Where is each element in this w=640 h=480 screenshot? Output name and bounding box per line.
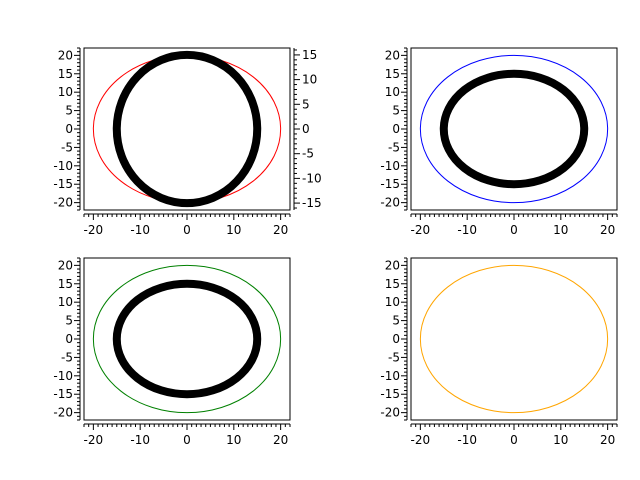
y-tick-label: 10	[58, 85, 73, 99]
y-tick-label: -5	[61, 140, 73, 154]
x-tick-label: 20	[600, 223, 615, 237]
x-axis: -20 -10 0 10 20	[83, 213, 291, 237]
y2-tick-label: 5	[302, 97, 310, 111]
series-ellipse-2	[112, 50, 262, 208]
y2-tick-label: 0	[302, 122, 310, 136]
x-axis: -20 -10 0 10 20	[410, 423, 618, 447]
subplot-1: -20 -10 0 10 20 20 15 10 5 0 -5 -10 -15 -20 15 10 5 0 -5 -1…	[53, 47, 322, 237]
series-ellipse-1	[419, 54, 609, 204]
axes-frame	[83, 47, 291, 211]
y2-tick-label: 15	[302, 48, 317, 62]
y-tick-label: 15	[58, 277, 73, 291]
axes-frame	[83, 257, 291, 421]
y2-tick-label: -15	[302, 196, 322, 210]
y-tick-label: -15	[53, 177, 73, 191]
x-tick-label: 20	[273, 433, 288, 447]
x-tick-label: -20	[84, 433, 104, 447]
y-tick-label: 20	[58, 258, 73, 272]
x-tick-label: 10	[553, 223, 568, 237]
y-tick-label: 15	[385, 67, 400, 81]
axes-frame	[410, 257, 618, 421]
y-tick-label: 5	[65, 104, 73, 118]
series-ellipse-1	[419, 264, 609, 414]
y-tick-label: 15	[385, 277, 400, 291]
axes-frame	[410, 47, 618, 211]
y-tick-label: 0	[392, 122, 400, 136]
y-tick-label: 0	[392, 332, 400, 346]
x-tick-label: -10	[130, 433, 150, 447]
x-tick-label: 0	[510, 433, 518, 447]
y-tick-label: 10	[385, 295, 400, 309]
y2-axis: 15 10 5 0 -5 -10 -15	[293, 48, 322, 210]
y2-tick-label: -10	[302, 171, 322, 185]
x-tick-label: 10	[226, 223, 241, 237]
x-tick-label: -10	[457, 433, 477, 447]
x-tick-label: -20	[84, 223, 104, 237]
y-axis: 20 15 10 5 0 -5 -10 -15 -20	[53, 47, 81, 211]
x-tick-label: 20	[273, 223, 288, 237]
y-tick-label: 10	[385, 85, 400, 99]
series-ellipse-1	[92, 54, 282, 204]
x-tick-label: 0	[510, 223, 518, 237]
y-tick-label: 15	[58, 67, 73, 81]
x-tick-label: 10	[553, 433, 568, 447]
y-axis: 20 15 10 5 0 -5 -10 -15 -20	[53, 257, 81, 421]
y-tick-label: 0	[65, 122, 73, 136]
subplot-2: -20 -10 0 10 20 20 15 10 5 0 -5 -10 -15 -20	[380, 47, 618, 237]
y-tick-label: -10	[380, 159, 400, 173]
y-tick-label: 5	[392, 314, 400, 328]
y2-tick-label: -5	[302, 147, 314, 161]
y-tick-label: -15	[53, 387, 73, 401]
y-tick-label: -10	[53, 159, 73, 173]
y-tick-label: -10	[53, 369, 73, 383]
y-tick-label: -5	[388, 350, 400, 364]
y-tick-label: 5	[392, 104, 400, 118]
subplot-4: -20 -10 0 10 20 20 15 10 5 0 -5 -10 -15 -20	[380, 257, 618, 447]
y-tick-label: -5	[61, 350, 73, 364]
series-ellipse-2	[112, 279, 262, 399]
y-tick-label: 10	[58, 295, 73, 309]
x-tick-label: 0	[183, 433, 191, 447]
y-tick-label: -10	[380, 369, 400, 383]
y-tick-label: -15	[380, 387, 400, 401]
subplot-3: -20 -10 0 10 20 20 15 10 5 0 -5 -10 -15 -20	[53, 257, 291, 447]
series-ellipse-2	[439, 69, 589, 189]
x-axis: -20 -10 0 10 20	[410, 213, 618, 237]
series-ellipse-1	[92, 264, 282, 414]
y-tick-label: -15	[380, 177, 400, 191]
y-tick-label: 20	[385, 258, 400, 272]
y-tick-label: -20	[380, 196, 400, 210]
y-axis: 20 15 10 5 0 -5 -10 -15 -20	[380, 257, 408, 421]
y-tick-label: -5	[388, 140, 400, 154]
y-tick-label: -20	[53, 406, 73, 420]
x-tick-label: 20	[600, 433, 615, 447]
x-axis: -20 -10 0 10 20	[83, 423, 291, 447]
y2-tick-label: 10	[302, 73, 317, 87]
x-tick-label: -20	[411, 433, 431, 447]
x-tick-label: -10	[130, 223, 150, 237]
y-tick-label: 0	[65, 332, 73, 346]
y-tick-label: -20	[380, 406, 400, 420]
y-tick-label: 5	[65, 314, 73, 328]
y-tick-label: 20	[385, 48, 400, 62]
x-tick-label: 0	[183, 223, 191, 237]
x-tick-label: -10	[457, 223, 477, 237]
y-tick-label: -20	[53, 196, 73, 210]
x-tick-label: -20	[411, 223, 431, 237]
x-tick-label: 10	[226, 433, 241, 447]
y-axis: 20 15 10 5 0 -5 -10 -15 -20	[380, 47, 408, 211]
y-tick-label: 20	[58, 48, 73, 62]
